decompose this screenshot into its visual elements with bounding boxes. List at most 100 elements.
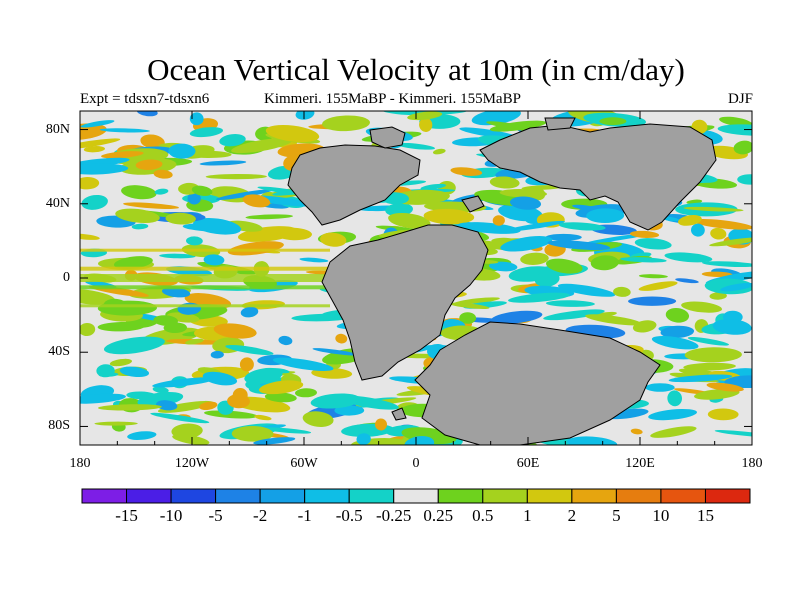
velocity-contour: [80, 176, 100, 190]
velocity-contour: [115, 208, 160, 223]
island-landmass: [391, 407, 407, 421]
velocity-contour: [737, 174, 752, 185]
velocity-contour: [585, 233, 649, 244]
velocity-contour: [152, 377, 216, 388]
velocity-contour: [119, 366, 150, 378]
latitude-label: 0: [63, 270, 70, 285]
colorbar-swatch: [571, 488, 617, 504]
subtitle-center: Kimmeri. 155MaBP - Kimmeri. 155MaBP: [264, 91, 521, 107]
velocity-contour: [450, 167, 483, 176]
colorbar-label: -2: [253, 506, 268, 525]
velocity-contour: [648, 408, 697, 421]
velocity-contour: [453, 297, 500, 305]
velocity-contour: [245, 214, 293, 220]
velocity-contour: [459, 312, 477, 324]
velocity-contour: [156, 400, 178, 411]
velocity-contour: [225, 344, 274, 356]
velocity-contour: [135, 159, 163, 170]
velocity-contour: [168, 143, 196, 159]
colorbar-label: 10: [652, 506, 670, 525]
colorbar-swatch: [170, 488, 217, 504]
velocity-contour: [161, 287, 191, 298]
velocity-contour: [193, 217, 242, 235]
velocity-contour: [543, 309, 605, 321]
velocity-contour: [545, 258, 583, 274]
colorbar-label: -10: [159, 506, 183, 525]
velocity-contour: [420, 183, 447, 190]
velocity-contour: [80, 138, 121, 150]
chart-title: Ocean Vertical Velocity at 10m (in cm/da…: [147, 52, 685, 87]
velocity-contour: [521, 185, 563, 191]
velocity-contour: [691, 223, 705, 237]
velocity-contour: [585, 314, 642, 326]
velocity-contour: [253, 437, 296, 445]
longitude-label: 60W: [290, 456, 318, 471]
velocity-contour: [80, 322, 96, 337]
velocity-contour: [509, 196, 542, 210]
island-landmass: [461, 195, 485, 213]
velocity-contour: [254, 414, 272, 421]
velocity-contour: [630, 428, 643, 435]
velocity-contour: [131, 223, 149, 230]
velocity-contour: [239, 357, 254, 372]
colorbar-label: 0.25: [423, 506, 454, 525]
velocity-contour: [558, 222, 606, 231]
velocity-contour: [153, 315, 178, 326]
velocity-contour: [136, 111, 158, 117]
longitude-label: 180: [741, 456, 763, 471]
velocity-contour: [449, 302, 490, 309]
colorbar-swatch: [615, 488, 662, 504]
velocity-contour: [586, 208, 625, 224]
velocity-contour: [80, 288, 116, 305]
velocity-contour: [629, 230, 660, 238]
velocity-contour: [665, 308, 690, 323]
velocity-contour: [491, 310, 543, 324]
velocity-contour: [423, 208, 475, 225]
velocity-contour: [98, 404, 162, 411]
velocity-contour: [684, 347, 742, 363]
velocity-contour: [590, 255, 619, 271]
velocity-contour: [388, 212, 431, 229]
velocity-contour: [719, 116, 752, 127]
velocity-contour: [335, 333, 348, 344]
velocity-contour: [508, 292, 570, 303]
velocity-contour: [500, 236, 553, 252]
velocity-contour: [240, 306, 259, 318]
velocity-contour: [262, 427, 312, 434]
velocity-contour: [683, 206, 744, 212]
map-plot-area: [80, 111, 752, 445]
colorbar-label: 2: [567, 506, 577, 525]
velocity-contour: [171, 423, 203, 439]
velocity-contour: [645, 383, 675, 392]
velocity-contour: [264, 392, 297, 403]
velocity-contour: [295, 388, 317, 398]
velocity-contour: [113, 256, 153, 270]
velocity-contour: [489, 261, 518, 272]
velocity-contour: [432, 148, 446, 155]
velocity-contour: [204, 410, 258, 419]
velocity-contour: [121, 185, 157, 200]
velocity-contour: [242, 194, 271, 208]
velocity-contour: [187, 192, 201, 205]
colorbar-swatch: [304, 488, 350, 504]
velocity-contour: [123, 202, 179, 209]
velocity-contour: [189, 112, 204, 126]
velocity-contour: [691, 218, 752, 230]
velocity-contour: [678, 215, 702, 226]
velocity-contour: [724, 375, 752, 389]
equatorial-band: [80, 285, 330, 290]
velocity-contour: [189, 127, 224, 138]
velocity-field: [80, 111, 752, 445]
velocity-contour: [199, 160, 247, 166]
velocity-contour: [258, 380, 304, 395]
colorbar: [81, 488, 751, 504]
velocity-contour: [660, 325, 695, 339]
velocity-contour: [94, 421, 138, 426]
velocity-contour: [599, 117, 627, 126]
latitude-label: 40N: [45, 195, 70, 211]
velocity-contour: [159, 253, 196, 259]
velocity-contour: [505, 220, 566, 232]
velocity-contour: [203, 254, 225, 266]
velocity-contour: [459, 127, 519, 140]
velocity-contour: [231, 425, 274, 442]
